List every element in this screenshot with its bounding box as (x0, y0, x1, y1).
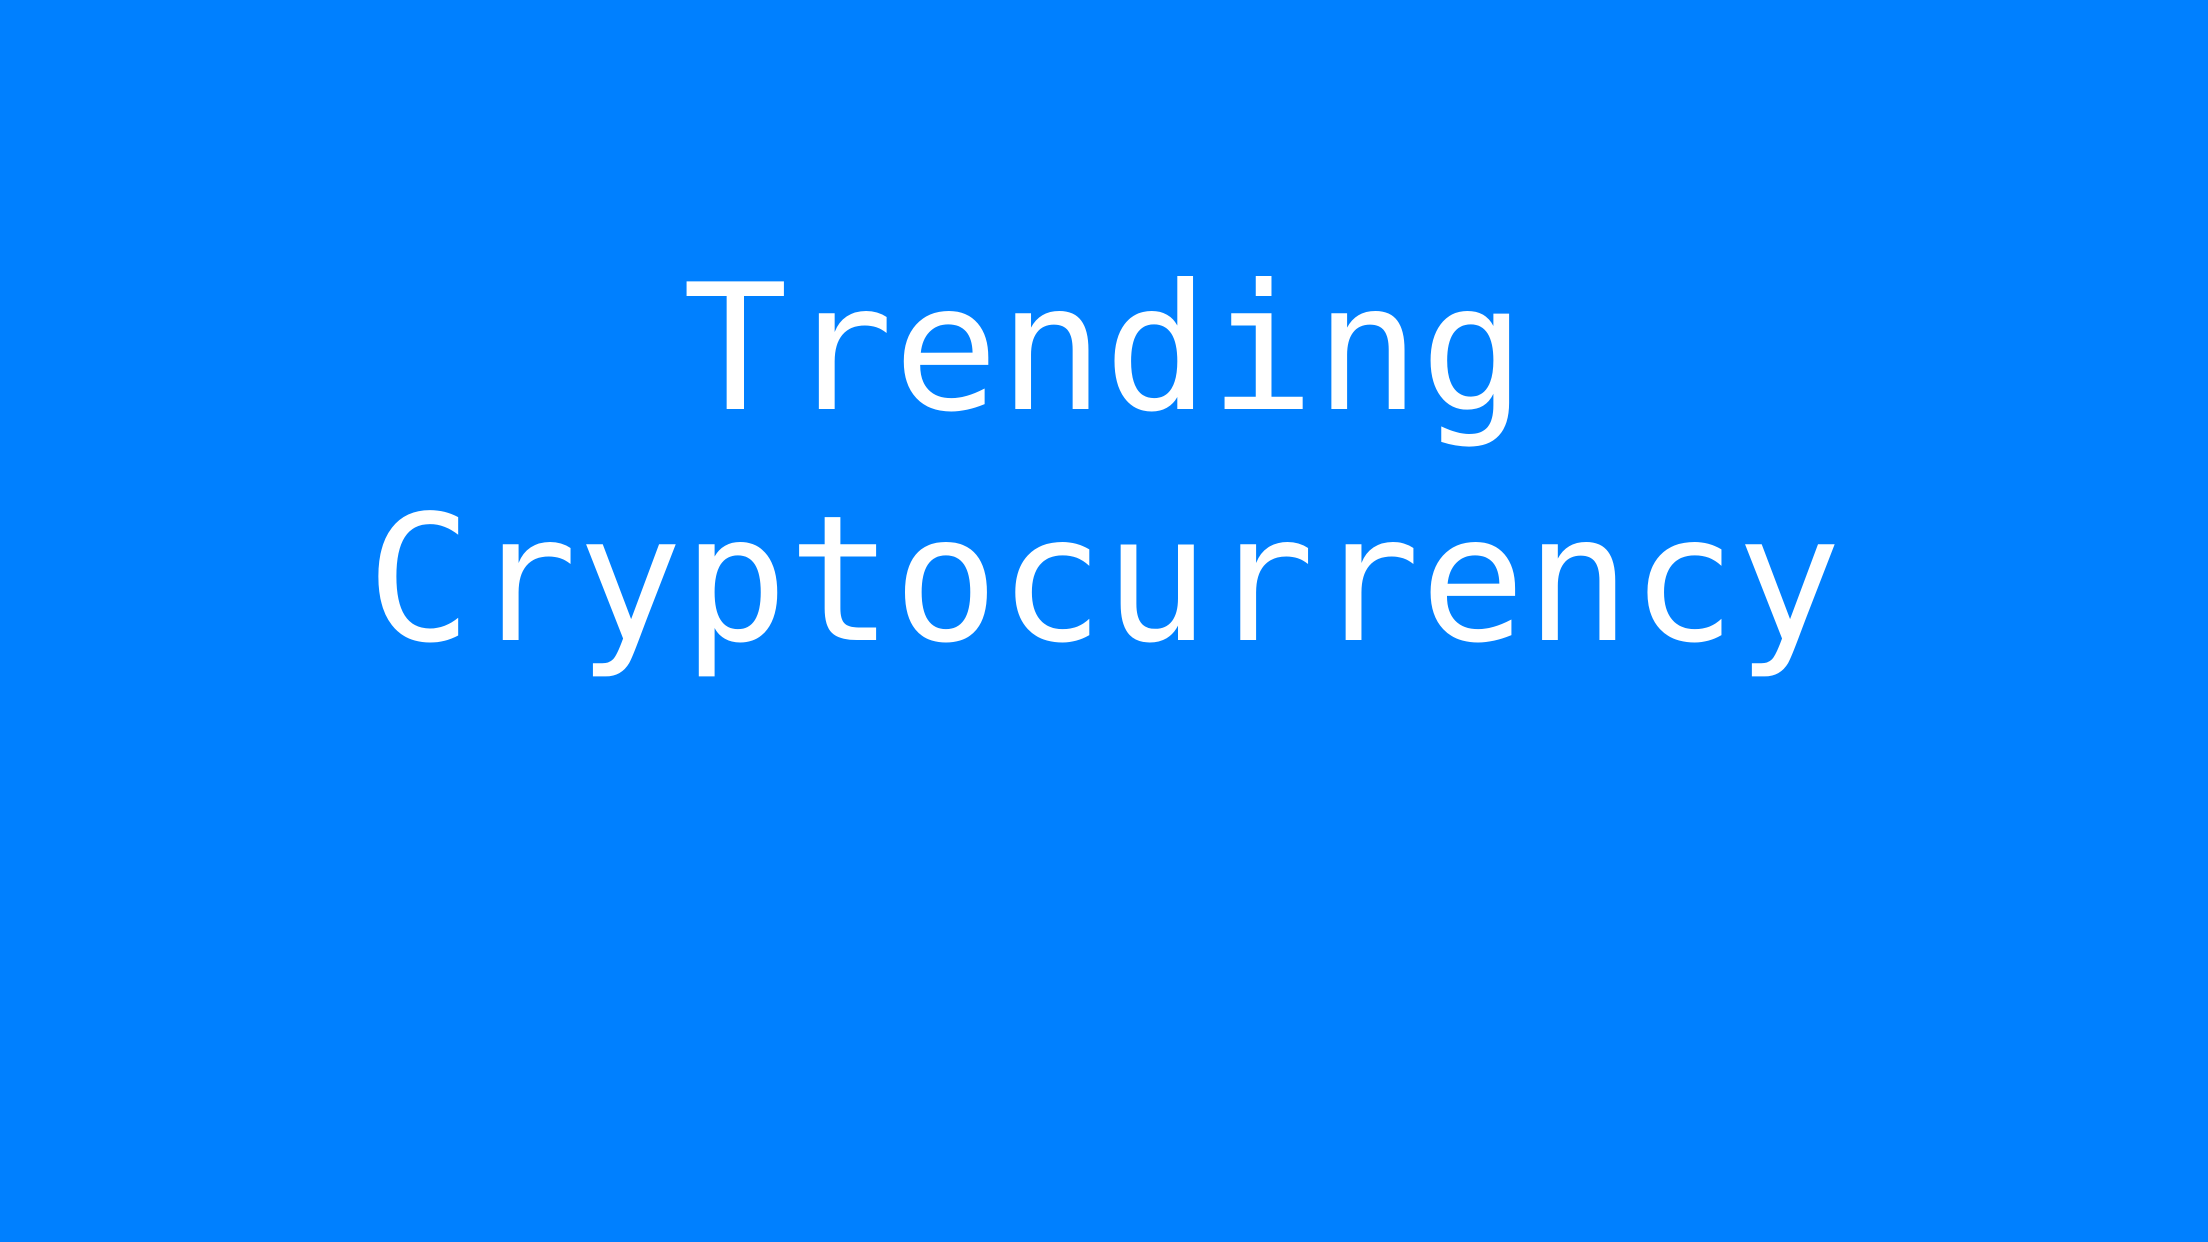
heading-line-1: Trending (682, 248, 1526, 451)
heading-line-2: Cryptocurrency (366, 479, 1842, 682)
